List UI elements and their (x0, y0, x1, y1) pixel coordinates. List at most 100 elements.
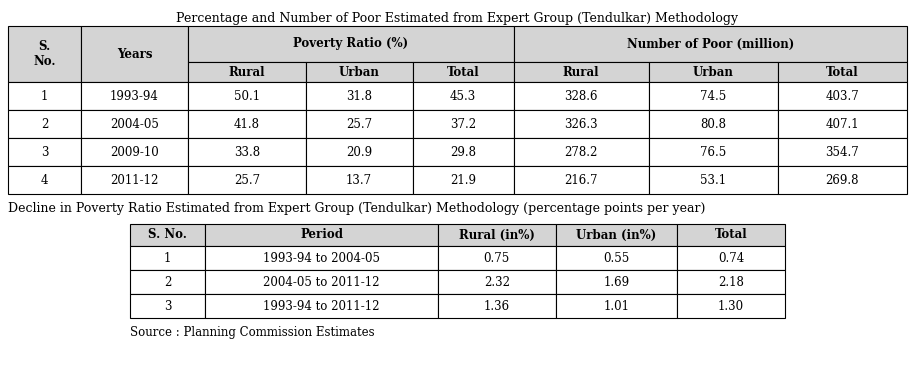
Text: 25.7: 25.7 (346, 118, 372, 130)
Bar (306, 110, 413, 138)
Text: 1993-94 to 2004-05: 1993-94 to 2004-05 (264, 251, 380, 265)
Bar (555, 294, 677, 318)
Text: 1: 1 (164, 251, 171, 265)
Text: 74.5: 74.5 (700, 90, 727, 102)
Text: Source : Planning Commission Estimates: Source : Planning Commission Estimates (130, 326, 374, 339)
Bar (513, 166, 649, 194)
Text: Rural: Rural (563, 66, 599, 78)
Text: Urban (in%): Urban (in%) (576, 229, 656, 241)
Text: 2004-05: 2004-05 (110, 118, 159, 130)
Text: 1993-94: 1993-94 (110, 90, 159, 102)
Text: Urban: Urban (693, 66, 734, 78)
Bar (188, 166, 306, 194)
Text: 37.2: 37.2 (450, 118, 476, 130)
Text: Years: Years (117, 47, 152, 61)
Text: Period: Period (300, 229, 343, 241)
Text: Percentage and Number of Poor Estimated from Expert Group (Tendulkar) Methodolog: Percentage and Number of Poor Estimated … (177, 12, 738, 25)
Bar (8, 166, 81, 194)
Bar (188, 138, 306, 166)
Bar (513, 26, 907, 62)
Text: 2: 2 (164, 275, 171, 289)
Bar (555, 224, 677, 246)
Bar (306, 138, 413, 166)
Bar (778, 110, 907, 138)
Text: 1.69: 1.69 (603, 275, 630, 289)
Bar (677, 246, 785, 270)
Bar (81, 166, 188, 194)
Text: 278.2: 278.2 (565, 146, 597, 159)
Bar (188, 26, 513, 62)
Text: 1.30: 1.30 (718, 300, 744, 312)
Bar (677, 294, 785, 318)
Bar (413, 138, 513, 166)
Bar (8, 26, 81, 82)
Bar (649, 110, 778, 138)
Bar (8, 82, 81, 110)
Bar (438, 294, 555, 318)
Text: Urban: Urban (339, 66, 380, 78)
Text: 2011-12: 2011-12 (110, 173, 158, 187)
Bar (130, 270, 205, 294)
Bar (130, 246, 205, 270)
Text: 0.74: 0.74 (718, 251, 744, 265)
Bar (438, 270, 555, 294)
Text: 2009-10: 2009-10 (110, 146, 159, 159)
Text: 76.5: 76.5 (700, 146, 727, 159)
Text: 0.75: 0.75 (484, 251, 510, 265)
Text: 31.8: 31.8 (346, 90, 372, 102)
Text: Rural: Rural (229, 66, 265, 78)
Bar (413, 62, 513, 82)
Text: 45.3: 45.3 (450, 90, 476, 102)
Text: 1: 1 (41, 90, 48, 102)
Bar (513, 62, 649, 82)
Text: 3: 3 (164, 300, 171, 312)
Text: Total: Total (715, 229, 748, 241)
Bar (205, 270, 438, 294)
Bar (513, 138, 649, 166)
Text: 403.7: 403.7 (825, 90, 859, 102)
Text: Decline in Poverty Ratio Estimated from Expert Group (Tendulkar) Methodology (pe: Decline in Poverty Ratio Estimated from … (8, 202, 705, 215)
Bar (438, 246, 555, 270)
Text: 4: 4 (41, 173, 48, 187)
Text: 2.18: 2.18 (718, 275, 744, 289)
Text: 41.8: 41.8 (234, 118, 260, 130)
Bar (205, 246, 438, 270)
Bar (513, 82, 649, 110)
Bar (555, 270, 677, 294)
Text: 2004-05 to 2011-12: 2004-05 to 2011-12 (264, 275, 380, 289)
Text: 53.1: 53.1 (700, 173, 727, 187)
Text: 1993-94 to 2011-12: 1993-94 to 2011-12 (264, 300, 380, 312)
Text: 2: 2 (41, 118, 48, 130)
Bar (649, 62, 778, 82)
Bar (306, 82, 413, 110)
Bar (413, 166, 513, 194)
Bar (81, 138, 188, 166)
Bar (677, 224, 785, 246)
Bar (81, 26, 188, 82)
Bar (649, 138, 778, 166)
Bar (130, 294, 205, 318)
Text: 80.8: 80.8 (700, 118, 727, 130)
Bar (188, 62, 306, 82)
Bar (205, 294, 438, 318)
Text: 0.55: 0.55 (603, 251, 630, 265)
Text: Total: Total (447, 66, 479, 78)
Bar (438, 224, 555, 246)
Bar (649, 166, 778, 194)
Text: Rural (in%): Rural (in%) (458, 229, 534, 241)
Text: 2.32: 2.32 (484, 275, 510, 289)
Text: S. No.: S. No. (148, 229, 187, 241)
Bar (130, 224, 205, 246)
Text: Number of Poor (million): Number of Poor (million) (627, 38, 794, 50)
Bar (778, 62, 907, 82)
Text: 13.7: 13.7 (346, 173, 372, 187)
Bar (8, 110, 81, 138)
Text: 354.7: 354.7 (825, 146, 859, 159)
Bar (677, 270, 785, 294)
Text: 33.8: 33.8 (233, 146, 260, 159)
Text: 1.36: 1.36 (484, 300, 510, 312)
Text: 407.1: 407.1 (825, 118, 859, 130)
Text: 326.3: 326.3 (565, 118, 597, 130)
Text: 50.1: 50.1 (233, 90, 260, 102)
Bar (513, 110, 649, 138)
